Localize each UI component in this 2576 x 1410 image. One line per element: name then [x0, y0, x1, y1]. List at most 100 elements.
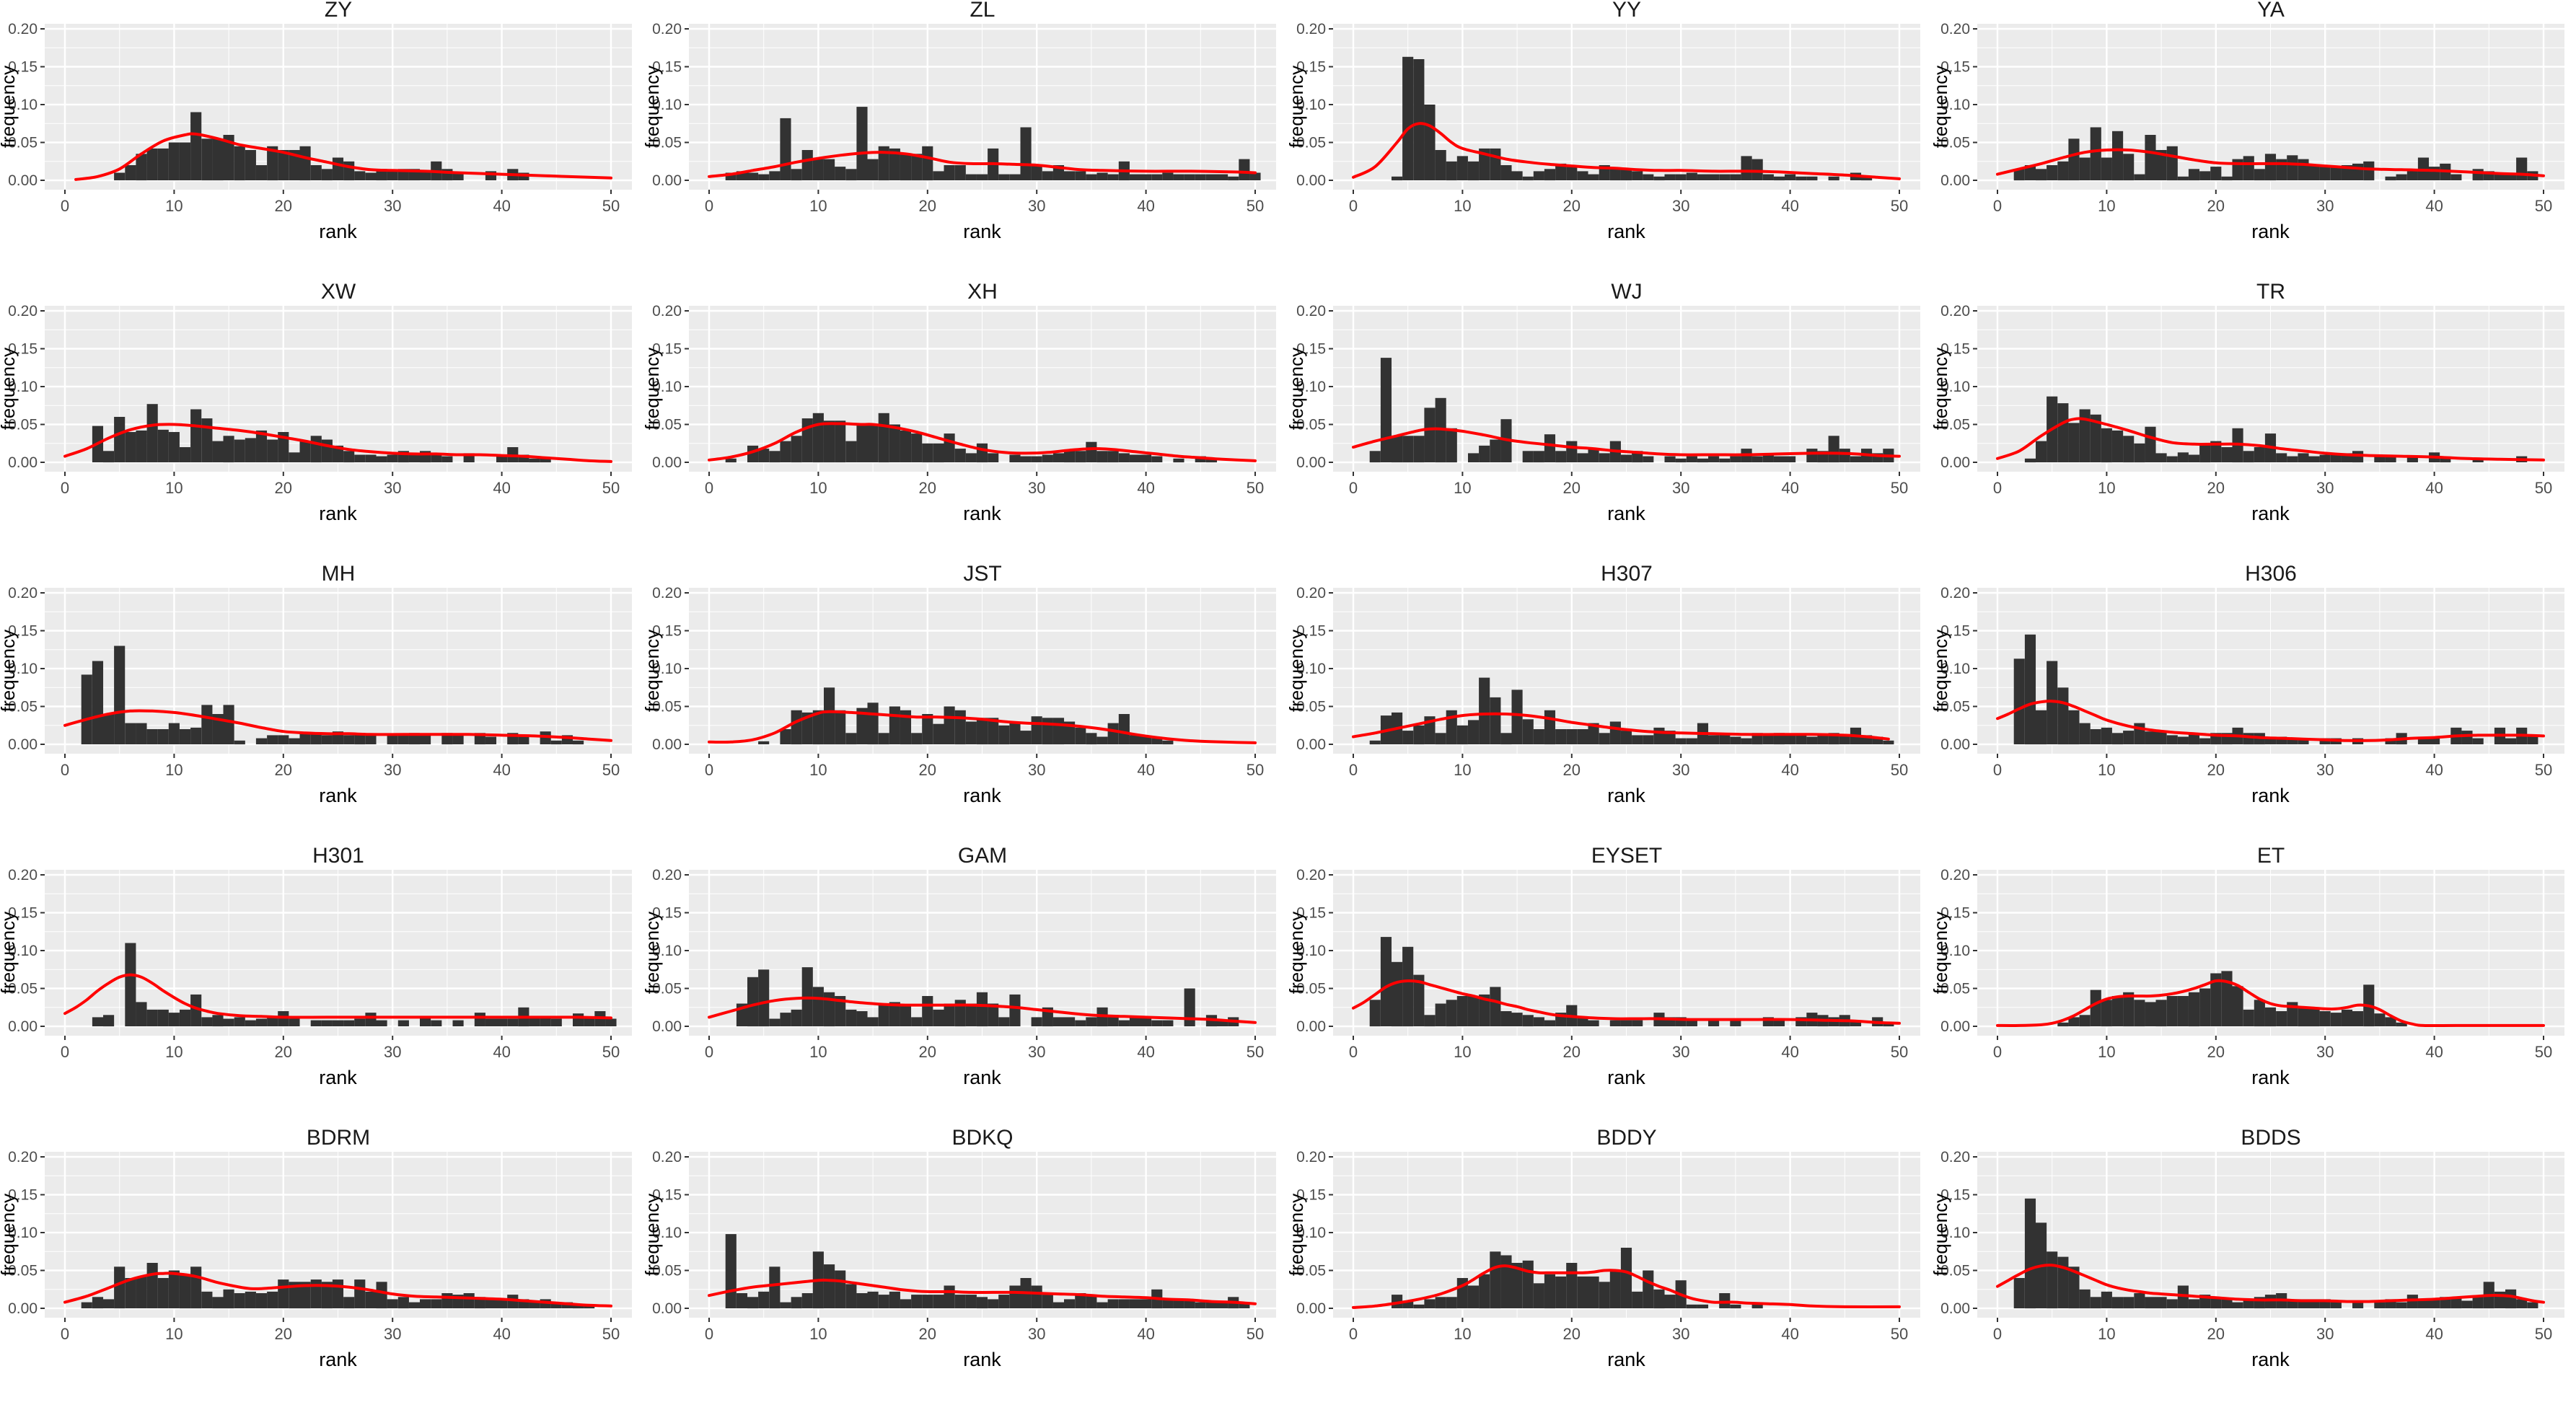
histogram-bar [321, 439, 333, 462]
histogram-bar [780, 1302, 791, 1308]
histogram-bar [1162, 1299, 1174, 1308]
histogram-bar [1086, 733, 1097, 745]
y-tick-label: 0.10 [652, 379, 682, 395]
histogram-bar [2112, 733, 2124, 745]
histogram-bar [911, 1017, 923, 1026]
histogram-bar [496, 1018, 508, 1026]
histogram-bar [900, 710, 912, 745]
histogram-bar [845, 169, 857, 181]
x-tick-label: 10 [2098, 1325, 2115, 1343]
histogram-bar [1632, 1291, 1643, 1308]
histogram-bar [856, 107, 868, 180]
panel-YY: 0 10 20 30 40 50 0.00 0.05 0.10 0.15 0.20 rank frequ… [1288, 0, 1933, 282]
histogram-bar [856, 1293, 868, 1308]
histogram-bar [1675, 738, 1687, 744]
histogram-plot-ET: 0 10 20 30 40 50 0.00 0.05 0.10 0.15 0.20 rank frequ… [1933, 846, 2564, 1088]
histogram-bar [2406, 1295, 2418, 1308]
histogram-bar [168, 1013, 180, 1026]
histogram-bar [2047, 1251, 2058, 1309]
histogram-bar [922, 1295, 933, 1308]
x-tick-label: 0 [1993, 197, 2002, 215]
histogram-bar [2243, 1299, 2254, 1308]
histogram-bar [1009, 721, 1021, 744]
y-tick-label: 0.00 [1296, 1018, 1326, 1035]
x-tick-label: 30 [2316, 479, 2334, 497]
x-axis-title: rank [2251, 1349, 2290, 1370]
histogram-bar [1239, 1302, 1250, 1308]
histogram-bar [1064, 171, 1076, 180]
histogram-bar [397, 1297, 409, 1309]
histogram-bar [1205, 174, 1218, 180]
histogram-bar [1402, 436, 1414, 463]
histogram-plot-EYSET: 0 10 20 30 40 50 0.00 0.05 0.10 0.15 0.20 rank frequ… [1288, 846, 1920, 1088]
histogram-bar [1664, 1295, 1676, 1308]
y-tick-label: 0.00 [8, 172, 38, 189]
histogram-plot-BDDS: 0 10 20 30 40 50 0.00 0.05 0.10 0.15 0.20 rank frequ… [1933, 1128, 2564, 1370]
histogram-bar [2374, 456, 2386, 462]
histogram-bar [354, 733, 366, 745]
histogram-bar [573, 1304, 584, 1309]
density-curve [63, 423, 612, 463]
y-tick-label: 0.00 [652, 1300, 682, 1317]
histogram-plot-BDKQ: 0 10 20 30 40 50 0.00 0.05 0.10 0.15 0.20 rank frequ… [644, 1128, 1276, 1370]
histogram-bar [321, 735, 333, 744]
histogram-bar [1490, 987, 1501, 1026]
y-tick-label: 0.05 [652, 699, 682, 715]
histogram-bar [2363, 161, 2375, 181]
histogram-bar [824, 687, 835, 745]
histogram-bar [1533, 1283, 1544, 1308]
histogram-bar [605, 1018, 617, 1026]
y-tick-label: 0.15 [8, 1187, 38, 1204]
x-tick-label: 20 [275, 197, 292, 215]
y-tick-label: 0.10 [1296, 379, 1326, 395]
histogram-plot-XH: 0 10 20 30 40 50 0.00 0.05 0.10 0.15 0.20 rank frequ… [644, 282, 1276, 524]
y-axis-title: frequency [0, 630, 19, 712]
histogram-bar [1435, 733, 1446, 745]
histogram-bar [2243, 451, 2254, 463]
y-tick-label: 0.15 [8, 623, 38, 640]
y-tick-label: 0.00 [652, 454, 682, 471]
y-tick-label: 0.05 [8, 699, 38, 715]
x-tick-label: 30 [1028, 479, 1045, 497]
x-tick-label: 0 [1993, 761, 2002, 779]
histogram-bar [157, 729, 169, 744]
histogram-bar [1402, 731, 1414, 744]
histogram-bar [1096, 451, 1108, 463]
x-tick-label: 20 [1563, 197, 1581, 215]
histogram-bar [321, 169, 333, 181]
histogram-bar [1479, 994, 1490, 1026]
histogram-bar [1479, 148, 1490, 180]
histogram-bar [988, 1003, 999, 1026]
histogram-bar [1490, 439, 1501, 462]
x-tick-label: 50 [602, 761, 620, 779]
x-tick-label: 10 [1454, 1325, 1471, 1343]
histogram-bar [1522, 451, 1534, 463]
histogram-bar [1064, 721, 1076, 744]
histogram-bar [2527, 735, 2538, 744]
x-tick-label: 50 [602, 1043, 620, 1061]
histogram-bar [878, 1003, 889, 1026]
histogram-bar [2024, 165, 2036, 180]
panel-title: H301 [312, 846, 364, 868]
histogram-bar [397, 735, 409, 744]
histogram-bar [2134, 174, 2145, 180]
histogram-bar [496, 454, 508, 462]
histogram-bar [212, 1015, 224, 1027]
histogram-bar [1075, 171, 1086, 180]
histogram-bar [1588, 1276, 1599, 1308]
y-axis-title: frequency [644, 348, 663, 430]
histogram-bar [310, 1279, 322, 1308]
histogram-bar [1577, 1017, 1588, 1026]
histogram-bar [267, 1291, 278, 1308]
y-tick-label: 0.00 [1940, 172, 1970, 189]
histogram-bar [856, 708, 868, 744]
histogram-bar [136, 723, 147, 744]
histogram-bar [2516, 157, 2528, 180]
x-tick-label: 10 [1454, 761, 1471, 779]
y-tick-label: 0.00 [1940, 1018, 1970, 1035]
histogram-bar [332, 445, 344, 462]
histogram-bar [1129, 1017, 1141, 1026]
histogram-bar [2134, 1000, 2145, 1027]
y-tick-label: 0.10 [1940, 97, 1970, 113]
y-axis-title: frequency [1288, 1194, 1307, 1276]
